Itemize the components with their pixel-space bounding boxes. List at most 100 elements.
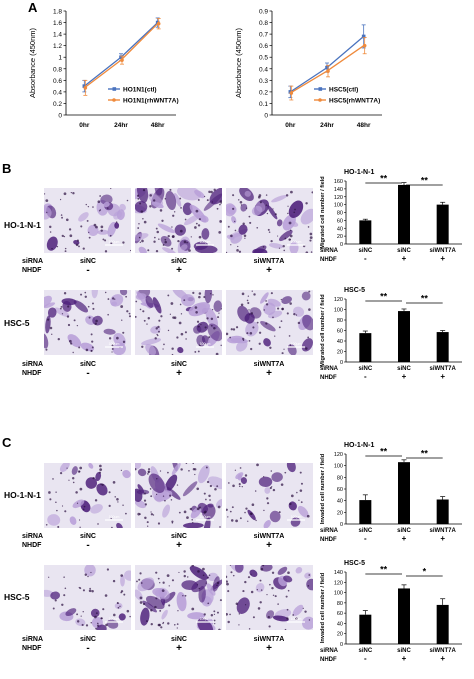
pore-dot bbox=[59, 198, 62, 201]
scale-bar-label: 100µm bbox=[200, 617, 211, 621]
pore-dot bbox=[236, 249, 239, 252]
x-tick-label: 0hr bbox=[285, 122, 296, 129]
line-chart-a-right: Absorbance (450nm) 0 0.1 0.2 0.3 0.4 0.5 0.6 0.7… bbox=[234, 9, 382, 129]
y-tick-label: 40 bbox=[337, 339, 343, 345]
x-tick-label: siNC bbox=[358, 648, 372, 654]
pore-dot bbox=[167, 622, 170, 625]
pore-dot bbox=[282, 244, 285, 248]
pore-dot bbox=[155, 327, 158, 330]
bar-chart-c-top: HO-1-N-1 Invaded cell number / field 0 20 40… bbox=[320, 442, 462, 543]
y-tick-label: 0.6 bbox=[259, 43, 268, 50]
cell-cluster bbox=[165, 190, 177, 211]
pore-dot bbox=[171, 520, 174, 523]
cell-cluster bbox=[288, 200, 304, 218]
pore-dot bbox=[178, 511, 181, 514]
pore-dot bbox=[91, 346, 94, 349]
data-point bbox=[120, 58, 124, 62]
x-tick-label: siWNT7A bbox=[429, 366, 456, 372]
cell-cluster bbox=[96, 624, 107, 630]
line-chart-a-left: Absorbance (450nm) 0 0.2 0.4 0.6 0.8 1 1.2 1.4 1.… bbox=[28, 9, 179, 130]
pore-dot bbox=[96, 624, 100, 628]
nhdf-value-2: + bbox=[176, 265, 182, 276]
pore-dot bbox=[82, 611, 84, 613]
cell-cluster bbox=[236, 597, 250, 614]
pore-dot bbox=[128, 312, 131, 315]
pore-dot bbox=[190, 236, 192, 238]
pore-dot bbox=[268, 625, 271, 628]
bar bbox=[398, 588, 410, 644]
pore-dot bbox=[147, 525, 149, 527]
cell-cluster bbox=[90, 608, 100, 618]
pore-dot bbox=[138, 236, 141, 239]
pore-dot bbox=[180, 332, 184, 336]
pore-dot bbox=[289, 229, 292, 231]
pore-dot bbox=[161, 219, 164, 222]
y-tick-label: 40 bbox=[337, 499, 343, 505]
x-tick-label: siNC bbox=[397, 366, 411, 372]
scale-bar-label: 100µm bbox=[200, 240, 211, 244]
pore-dot bbox=[210, 190, 213, 194]
pore-dot bbox=[192, 463, 194, 464]
legend-entry: HO1N1(rhWNT7A) bbox=[123, 98, 179, 105]
y-tick-label: 40 bbox=[337, 226, 343, 232]
pore-dot bbox=[46, 211, 48, 214]
data-point bbox=[119, 55, 123, 60]
pore-dot bbox=[176, 627, 178, 629]
cell-cluster bbox=[157, 587, 170, 600]
pore-dot bbox=[192, 291, 195, 294]
pore-dot bbox=[123, 593, 126, 596]
pore-dot bbox=[307, 585, 310, 587]
y-tick-label: 0 bbox=[340, 522, 343, 528]
pore-dot bbox=[99, 468, 103, 471]
y-tick-label: 1.4 bbox=[53, 32, 62, 39]
pore-dot bbox=[83, 505, 86, 508]
y-tick-label: 60 bbox=[337, 487, 343, 493]
pore-dot bbox=[234, 220, 236, 223]
micrograph-b1-sinc-minus: 100µm bbox=[44, 188, 131, 253]
pore-dot bbox=[195, 209, 199, 213]
pore-dot bbox=[79, 487, 83, 491]
pore-dot bbox=[272, 488, 276, 492]
cell-cluster bbox=[176, 188, 202, 201]
bar-chart-b-top: HO-1-N-1 Migrated cell number / field 0 20 4… bbox=[320, 169, 462, 263]
pore-dot bbox=[73, 319, 76, 322]
pore-dot bbox=[249, 221, 252, 224]
sirna-value-2: siNC bbox=[171, 361, 187, 368]
pore-dot bbox=[203, 195, 206, 198]
pore-dot bbox=[95, 627, 97, 630]
pore-dot bbox=[69, 234, 73, 238]
cell-cluster bbox=[271, 195, 287, 203]
cell-cluster bbox=[120, 574, 125, 587]
pore-dot bbox=[249, 331, 253, 335]
cell-cluster bbox=[67, 334, 82, 348]
pore-dot bbox=[195, 311, 198, 314]
nhdf-value-2: + bbox=[176, 368, 182, 379]
y-tick-label: 100 bbox=[334, 203, 343, 209]
nhdf-value-3: + bbox=[266, 643, 272, 654]
pore-dot bbox=[76, 324, 79, 327]
pore-dot bbox=[188, 249, 191, 252]
cell-cluster bbox=[148, 473, 165, 493]
pore-dot bbox=[266, 594, 268, 596]
pore-dot bbox=[267, 228, 270, 231]
pore-dot bbox=[150, 495, 153, 498]
pore-dot bbox=[252, 326, 255, 329]
pore-dot bbox=[91, 589, 94, 593]
pore-dot bbox=[245, 207, 248, 209]
cell-cluster bbox=[260, 320, 276, 332]
pore-dot bbox=[64, 587, 67, 590]
x-tick-label: 24hr bbox=[320, 122, 334, 129]
pore-dot bbox=[57, 525, 60, 528]
cell-cluster bbox=[161, 609, 168, 620]
pore-dot bbox=[172, 214, 175, 217]
pore-dot bbox=[307, 336, 310, 339]
data-point bbox=[362, 43, 367, 48]
bar bbox=[359, 614, 372, 644]
pore-dot bbox=[219, 526, 221, 528]
pore-dot bbox=[290, 190, 293, 194]
nhdf-value: + bbox=[440, 534, 445, 543]
cell-cluster bbox=[44, 589, 54, 597]
pore-dot bbox=[102, 238, 105, 241]
pore-dot bbox=[81, 623, 84, 626]
pore-dot bbox=[214, 622, 216, 625]
